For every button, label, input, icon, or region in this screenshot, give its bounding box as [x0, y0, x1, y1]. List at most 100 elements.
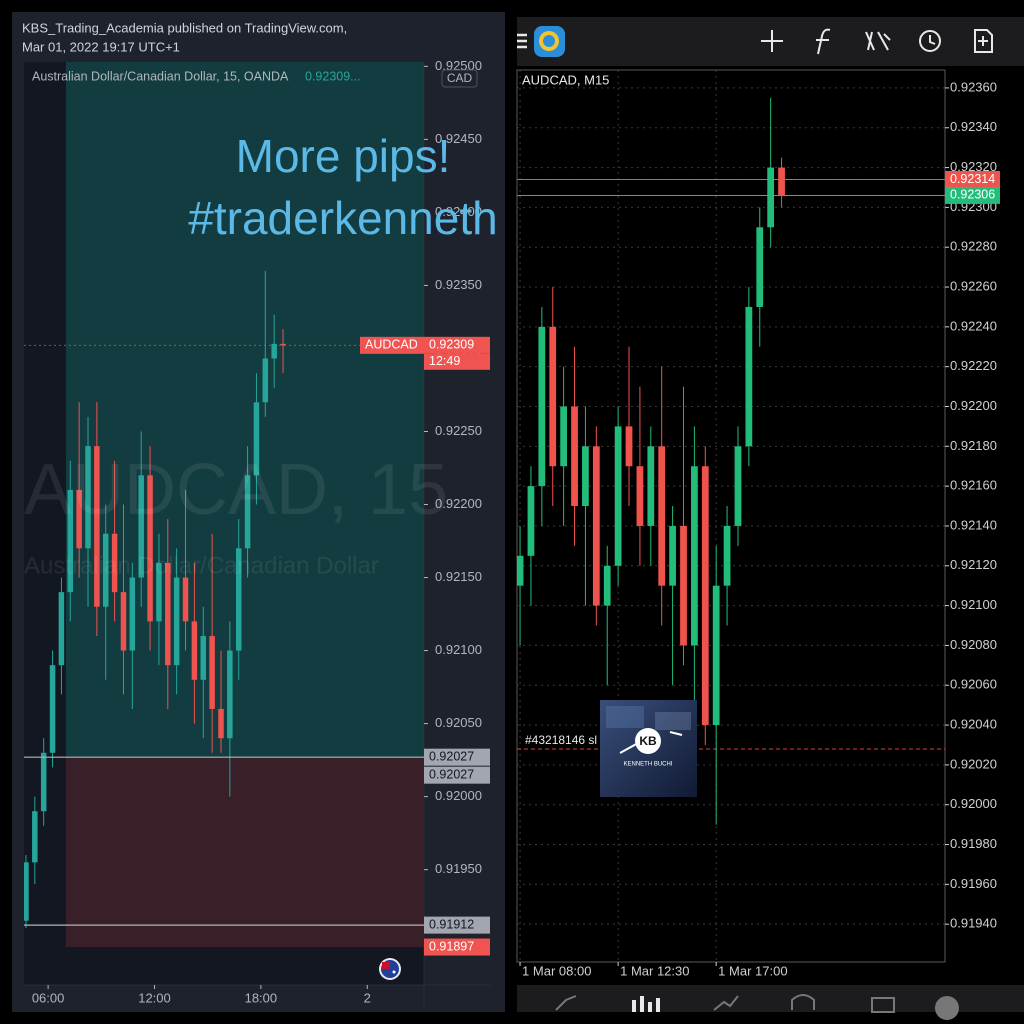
y-tick-label: 0.92260 — [950, 278, 997, 293]
objects-icon[interactable] — [865, 31, 891, 51]
indicator-icon[interactable] — [816, 28, 831, 55]
logo-name: KENNETH BUCHI — [623, 762, 672, 768]
hline-tag — [424, 916, 490, 934]
candle-body — [560, 406, 568, 467]
y-tick-label: 0.92320 — [950, 159, 997, 174]
y-tick-label: 0.92340 — [950, 119, 997, 134]
x-tick-label: 12:00 — [138, 990, 171, 1005]
x-tick-label: 2 — [364, 990, 371, 1005]
candle-body — [24, 862, 29, 921]
candle-body — [701, 466, 709, 726]
countdown-bg — [424, 353, 490, 370]
candle-body — [767, 167, 775, 228]
candle-body — [129, 577, 136, 651]
last-price-tag — [424, 336, 490, 354]
candle-body — [235, 548, 242, 651]
candle-body — [111, 533, 118, 593]
publisher: KBS_Trading_Academia published on Tradin… — [22, 20, 347, 35]
legend-price: 0.92309... — [305, 69, 361, 83]
y-tick-label: 0.92140 — [950, 517, 997, 532]
candle-body — [244, 475, 251, 549]
nav-trade[interactable] — [713, 995, 739, 1011]
y-tick-label: 0.92500 — [435, 58, 482, 73]
watermark-subtitle: Australian Dollar/Canadian Dollar — [24, 552, 379, 579]
candle-body — [571, 406, 578, 507]
candle-body — [582, 446, 589, 507]
candle-body — [527, 486, 535, 556]
candle-body — [262, 358, 269, 403]
flag-icon — [379, 958, 401, 980]
candle-body — [102, 533, 109, 607]
hline-tag — [424, 766, 490, 784]
candle-body — [218, 708, 224, 739]
symbol-tag-label: AUDCAD — [365, 338, 418, 352]
y-tick-label: 0.92000 — [950, 796, 997, 811]
candle-body — [40, 752, 47, 812]
symbol-tag — [360, 336, 424, 354]
left-chart: AUDCAD, 15 Australian Dollar/Canadian Dol… — [24, 58, 490, 1005]
candle-body — [614, 426, 622, 566]
candle-body — [67, 489, 74, 593]
y-tick-label: 0.92120 — [950, 557, 997, 572]
y-tick-label: 0.92100 — [950, 597, 997, 612]
y-tick-label: 0.92240 — [950, 318, 997, 333]
nav-more[interactable] — [935, 996, 959, 1020]
menu-icon[interactable] — [517, 33, 527, 49]
x-tick-label: 1 Mar 08:00 — [522, 963, 591, 978]
candle-body — [120, 592, 127, 651]
y-tick-label: 0.92200 — [950, 398, 997, 413]
currency-box — [441, 69, 478, 88]
overlay-text: More pips! — [236, 130, 451, 182]
right-plot-frame — [516, 69, 946, 963]
candle-body — [85, 446, 91, 549]
candle-body — [280, 343, 286, 346]
entry-tag-label: 0.92027 — [429, 749, 474, 763]
x-tick-label: 06:00 — [32, 990, 65, 1005]
stop-tag-label: 0.91897 — [429, 939, 474, 953]
candle-body — [723, 525, 731, 586]
y-tick-label: 0.92060 — [950, 677, 997, 692]
new-order-icon[interactable] — [974, 29, 993, 53]
loss-zone — [65, 757, 424, 948]
crosshair-icon[interactable] — [761, 30, 783, 52]
candle-body — [745, 306, 753, 447]
right-chart: 0.91940 0.91960 0.91980 0.92000 0.92020 0.920… — [517, 70, 1000, 978]
x-tick-label: 18:00 — [245, 990, 278, 1005]
candle-body — [517, 555, 524, 586]
nav-news[interactable] — [871, 997, 895, 1013]
logo-initials: KB — [639, 734, 657, 748]
y-tick-label: 0.92180 — [950, 438, 997, 453]
nav-history[interactable] — [791, 994, 815, 1010]
candle-body — [538, 326, 546, 487]
candle-body — [165, 562, 171, 666]
y-tick-label: 0.92250 — [435, 423, 482, 438]
candle-body — [712, 585, 720, 726]
candle-body — [191, 621, 198, 680]
y-tick-label: 0.92150 — [435, 569, 482, 584]
candle-body — [58, 592, 65, 666]
entry-tag — [424, 748, 490, 766]
candle-body — [200, 635, 207, 680]
y-tick-label: 0.92200 — [435, 496, 482, 511]
stop-tag — [424, 938, 490, 956]
nav-chart[interactable] — [632, 996, 660, 1012]
app-logo[interactable] — [534, 26, 565, 57]
candle-body — [209, 635, 215, 709]
candle-body — [138, 475, 144, 578]
bid-tag-label: 0.92314 — [950, 172, 995, 186]
candle-body — [625, 426, 633, 467]
candle-body — [32, 811, 38, 863]
nav-quotes[interactable] — [555, 995, 577, 1011]
candle-body — [603, 565, 611, 606]
ask-tag-label: 0.92306 — [950, 188, 995, 202]
y-tick-label: 0.92050 — [435, 715, 482, 730]
candle-body — [76, 489, 82, 549]
y-tick-label: 0.92000 — [435, 788, 482, 803]
candle-body — [756, 227, 764, 307]
candle-body — [227, 650, 233, 739]
period-icon[interactable] — [919, 30, 941, 52]
candle-body — [49, 665, 56, 753]
y-tick-label: 0.91950 — [435, 861, 482, 876]
y-tick-label: 0.92100 — [435, 642, 482, 657]
x-tick-label: 1 Mar 17:00 — [718, 963, 787, 978]
